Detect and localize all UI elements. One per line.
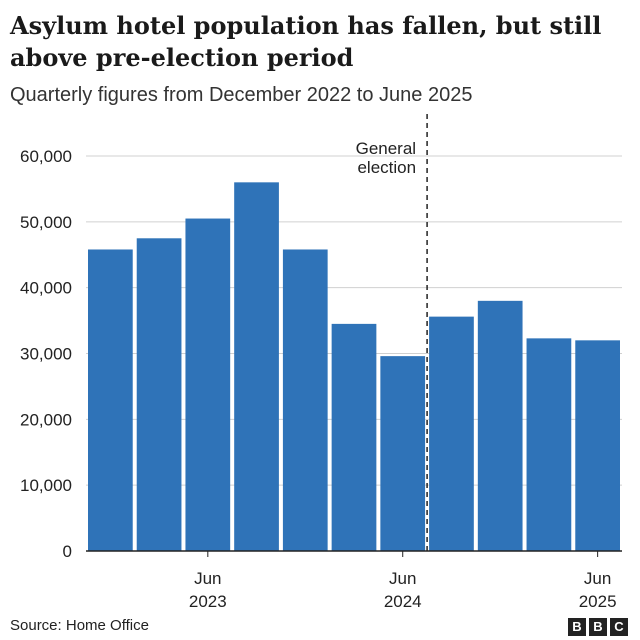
x-tick-label: 2023	[189, 592, 227, 611]
bar	[88, 249, 133, 551]
bar	[136, 238, 182, 551]
y-tick-label: 30,000	[20, 345, 72, 364]
y-tick-label: 60,000	[20, 147, 72, 166]
y-tick-label: 0	[63, 542, 72, 561]
y-tick-label: 10,000	[20, 476, 72, 495]
logo-letter: B	[589, 618, 607, 636]
chart-title: Asylum hotel population has fallen, but …	[10, 11, 602, 72]
bar	[477, 300, 523, 551]
bar	[575, 340, 620, 551]
x-tick-label: 2024	[384, 592, 422, 611]
bar	[526, 338, 572, 551]
chart-subtitle: Quarterly figures from December 2022 to …	[10, 84, 473, 106]
bar	[429, 316, 474, 551]
y-tick-label: 50,000	[20, 213, 72, 232]
x-tick-label: Jun	[194, 569, 221, 588]
y-tick-label: 20,000	[20, 410, 72, 429]
bbc-logo: B B C	[568, 618, 628, 636]
logo-letter: C	[610, 618, 628, 636]
bar	[282, 249, 328, 551]
source-note: Source: Home Office	[10, 617, 149, 634]
election-annotation: election	[357, 158, 416, 177]
y-tick-label: 40,000	[20, 279, 72, 298]
bar	[380, 356, 426, 551]
bar	[234, 182, 279, 552]
x-tick-label: Jun	[389, 569, 416, 588]
bar	[185, 218, 231, 551]
x-tick-label: Jun	[584, 569, 611, 588]
bar	[331, 323, 377, 551]
x-tick-label: 2025	[579, 592, 617, 611]
logo-letter: B	[568, 618, 586, 636]
election-annotation: General	[356, 139, 416, 158]
